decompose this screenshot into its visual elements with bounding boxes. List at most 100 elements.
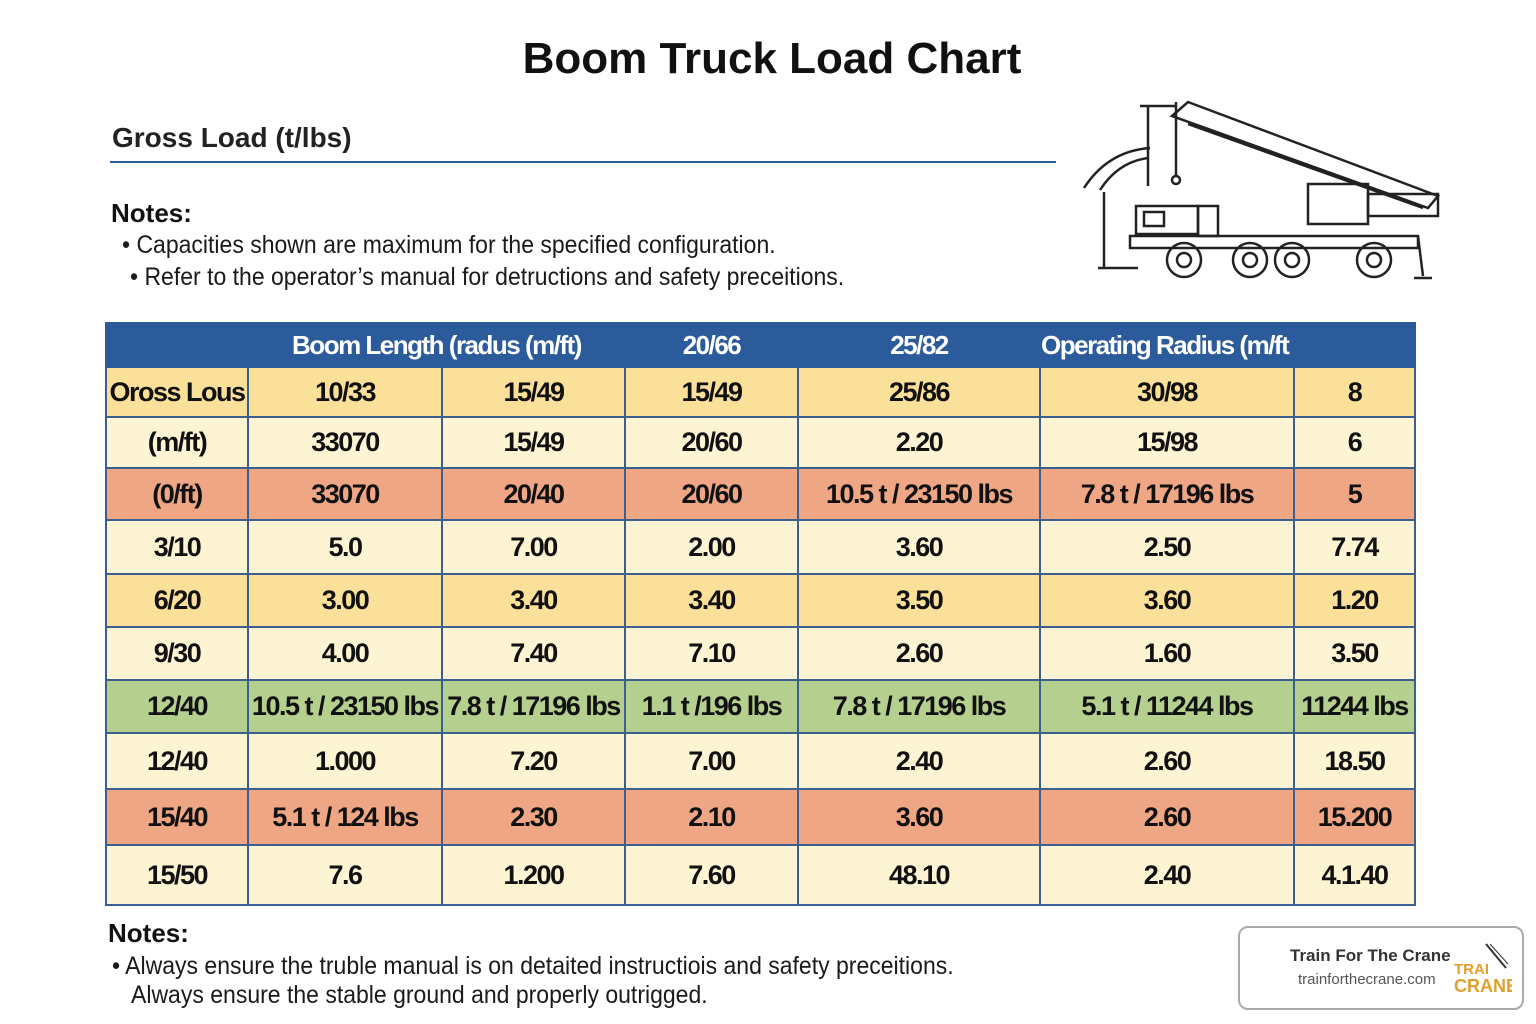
- table-cell: 2.20: [797, 416, 1041, 469]
- row-label-cell: Oross Lous: [105, 366, 249, 418]
- table-cell: 2.40: [797, 732, 1041, 790]
- table-cell: 3.50: [1293, 626, 1416, 681]
- table-cell: 30/98: [1039, 366, 1295, 418]
- table-cell: 15/98: [1039, 416, 1295, 469]
- table-cell: 15/49: [624, 366, 799, 418]
- table-cell: 4.1.40: [1293, 844, 1416, 906]
- table-row: 12/40 10.5 t / 23150 lbs 7.8 t / 17196 lbs…: [105, 679, 1416, 734]
- table-cell: 7.00: [441, 519, 626, 575]
- table-cell: 18.50: [1293, 732, 1416, 790]
- divider: [110, 161, 1056, 163]
- table-row: 12/40 1.000 7.20 7.00 2.40 2.60 18.50: [105, 732, 1416, 790]
- table-cell: 20/60: [624, 467, 799, 521]
- table-cell: 2.60: [797, 626, 1041, 681]
- header-cell: 25/82: [797, 322, 1041, 368]
- boom-truck-illustration: [1082, 100, 1441, 280]
- table-cell: 7.60: [624, 844, 799, 906]
- table-cell: 7.74: [1293, 519, 1416, 575]
- table-cell: 7.10: [624, 626, 799, 681]
- table-cell: 7.00: [624, 732, 799, 790]
- table-cell: 10.5 t / 23150 lbs: [247, 679, 443, 734]
- table-row: 9/30 4.00 7.40 7.10 2.60 1.60 3.50: [105, 626, 1416, 681]
- row-label-cell: 15/50: [105, 844, 249, 906]
- table-cell: 3.60: [1039, 573, 1295, 628]
- table-cell: 3.40: [624, 573, 799, 628]
- header-cell: [105, 322, 249, 368]
- row-label-cell: 6/20: [105, 573, 249, 628]
- table-cell: 6: [1293, 416, 1416, 469]
- table-cell: 1.000: [247, 732, 443, 790]
- table-header: Boom Length (radus (m/ft) 20/66 25/82 Op…: [105, 322, 1416, 368]
- table-cell: 5.1 t / 124 lbs: [247, 788, 443, 846]
- header-boom-length: Boom Length (radus (m/ft): [247, 322, 626, 368]
- table-cell: 3.00: [247, 573, 443, 628]
- table-cell: 2.40: [1039, 844, 1295, 906]
- table-row: (0/ft) 33070 20/40 20/60 10.5 t / 23150 lbs 7…: [105, 467, 1416, 521]
- svg-text:TRAI: TRAI: [1454, 961, 1489, 978]
- crane-logo-icon: TRAI CRANE: [1454, 943, 1512, 996]
- subtitle: Gross Load (t/lbs): [112, 122, 352, 153]
- table-cell: 3.50: [797, 573, 1041, 628]
- notes-heading: Notes:: [108, 918, 189, 948]
- load-chart-table: Boom Length (radus (m/ft) 20/66 25/82 Op…: [105, 322, 1416, 906]
- row-label-cell: (m/ft): [105, 416, 249, 469]
- table-cell: 15/49: [441, 416, 626, 469]
- table-cell: 2.60: [1039, 788, 1295, 846]
- table-cell: 5: [1293, 467, 1416, 521]
- table-cell: 48.10: [797, 844, 1041, 906]
- table-cell: 5.0: [247, 519, 443, 575]
- table-row: 3/10 5.0 7.00 2.00 3.60 2.50 7.74: [105, 519, 1416, 575]
- row-label-cell: 9/30: [105, 626, 249, 681]
- table-cell: 7.8 t / 17196 lbs: [441, 679, 626, 734]
- table-cell: 20/60: [624, 416, 799, 469]
- table-cell: 10/33: [247, 366, 443, 418]
- table-cell: 2.50: [1039, 519, 1295, 575]
- table-cell: 7.20: [441, 732, 626, 790]
- table-cell: 2.30: [441, 788, 626, 846]
- table-cell: 7.8 t / 17196 lbs: [797, 679, 1041, 734]
- note: Always ensure the stable ground and prop…: [131, 981, 708, 1009]
- page-title: Boom Truck Load Chart: [522, 34, 1022, 83]
- table-cell: 1.200: [441, 844, 626, 906]
- row-label-cell: 3/10: [105, 519, 249, 575]
- table-cell: 10.5 t / 23150 lbs: [797, 467, 1041, 521]
- table-row: 15/40 5.1 t / 124 lbs 2.30 2.10 3.60 2.60 15.2…: [105, 788, 1416, 846]
- table-cell: 33070: [247, 467, 443, 521]
- table-row: Oross Lous 10/33 15/49 15/49 25/86 30/98 8: [105, 366, 1416, 418]
- table-cell: 3.60: [797, 519, 1041, 575]
- row-label-cell: 12/40: [105, 732, 249, 790]
- table-cell: 7.8 t / 17196 lbs: [1039, 467, 1295, 521]
- notes-heading: Notes:: [111, 198, 192, 228]
- header-cell: 20/66: [624, 322, 799, 368]
- table-cell: 1.1 t /196 lbs: [624, 679, 799, 734]
- note: • Capacities shown are maximum for the s…: [122, 231, 776, 259]
- table-cell: 2.00: [624, 519, 799, 575]
- table-cell: 2.60: [1039, 732, 1295, 790]
- row-label-cell: 15/40: [105, 788, 249, 846]
- table-cell: 1.60: [1039, 626, 1295, 681]
- note: • Always ensure the truble manual is on …: [112, 952, 954, 980]
- table-cell: 3.40: [441, 573, 626, 628]
- table-cell: 33070: [247, 416, 443, 469]
- table-cell: 5.1 t / 11244 lbs: [1039, 679, 1295, 734]
- brand-name: Train For The Crane: [1290, 946, 1451, 965]
- table-cell: 25/86: [797, 366, 1041, 418]
- table-row: 6/20 3.00 3.40 3.40 3.50 3.60 1.20: [105, 573, 1416, 628]
- row-label-cell: 12/40: [105, 679, 249, 734]
- note: • Refer to the operator’s manual for det…: [130, 263, 845, 291]
- table-cell: 3.60: [797, 788, 1041, 846]
- header-operating-radius: Operating Radius (m/ft: [1039, 322, 1416, 368]
- table-cell: 20/40: [441, 467, 626, 521]
- brand-badge: Train For The Crane trainforthecrane.com…: [1238, 926, 1524, 1010]
- table-cell: 11244 lbs: [1293, 679, 1416, 734]
- svg-text:CRANE: CRANE: [1454, 976, 1512, 996]
- table-row: (m/ft) 33070 15/49 20/60 2.20 15/98 6: [105, 416, 1416, 469]
- table-cell: 1.20: [1293, 573, 1416, 628]
- brand-url: trainforthecrane.com: [1298, 971, 1436, 988]
- table-cell: 7.40: [441, 626, 626, 681]
- table-cell: 15.200: [1293, 788, 1416, 846]
- table-cell: 15/49: [441, 366, 626, 418]
- table-cell: 4.00: [247, 626, 443, 681]
- row-label-cell: (0/ft): [105, 467, 249, 521]
- table-row: 15/50 7.6 1.200 7.60 48.10 2.40 4.1.40: [105, 844, 1416, 906]
